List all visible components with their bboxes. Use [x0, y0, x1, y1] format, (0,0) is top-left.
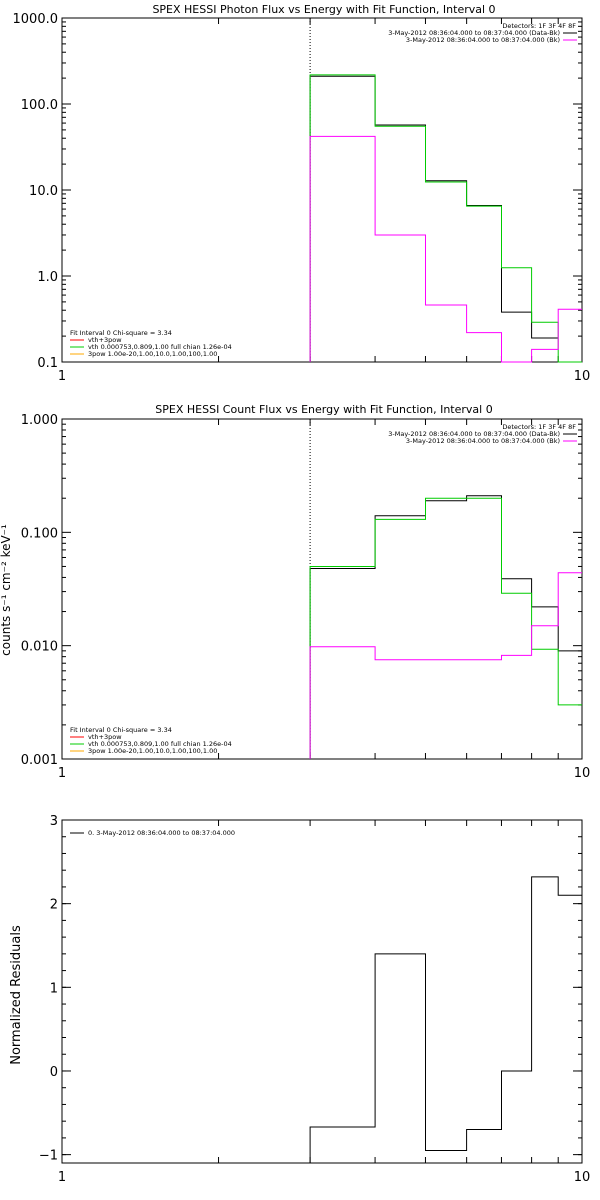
y-tick-label: 0.010: [21, 640, 58, 655]
y-tick-label: 0.001: [21, 753, 58, 768]
x-tick-label: 10: [574, 1170, 591, 1185]
y-tick-label: 1.000: [21, 413, 58, 428]
x-tick-label: 1: [58, 369, 66, 384]
series-1-step-line: [309, 74, 582, 363]
legend-bottom-title: Fit Interval 0 Chi-square = 3.34: [70, 329, 172, 337]
count-flux-ylabel: counts s⁻¹ cm⁻² keV⁻¹: [0, 524, 13, 656]
count-flux-panel: SPEX HESSI Count Flux vs Energy with Fit…: [0, 403, 583, 760]
count-flux-plot-frame: [61, 418, 583, 760]
photon-flux-plot-frame: [61, 17, 583, 363]
y-tick-label: 0: [50, 1065, 58, 1080]
x-tick-label: 1: [58, 1170, 66, 1185]
series-2-step-line: [309, 572, 582, 759]
legend-bottom-entry: 3pow 1.00e-20,1.00,10.0,1.00,100,1.00: [88, 350, 217, 358]
legend-bottom-title: Fit Interval 0 Chi-square = 3.34: [70, 726, 172, 734]
y-tick-label: 0.1: [37, 356, 58, 371]
legend-bottom-entry: vth+3pow: [88, 733, 122, 741]
legend-top-title: Detectors: 1F 3F 4F 8F: [502, 22, 576, 30]
legend-bottom-entry: vth 0.000753,0.809,1.00 full chian 1.26e…: [88, 343, 232, 351]
legend-bottom-entry: vth 0.000753,0.809,1.00 full chian 1.26e…: [88, 740, 232, 748]
y-tick-label: 10.0: [29, 184, 58, 199]
y-tick-label: 100.0: [21, 98, 58, 113]
legend-top-entry: 3-May-2012 08:36:04.000 to 08:37:04.000 …: [388, 430, 560, 438]
y-tick-label: 2: [50, 898, 58, 913]
series-0-step-line: [309, 495, 582, 759]
series-1-step-line: [309, 497, 582, 759]
series-0-step-line: [309, 876, 582, 1163]
series-0-step-line: [309, 75, 559, 362]
y-tick-label: 1: [50, 981, 58, 996]
legend-top-entry: 3-May-2012 08:36:04.000 to 08:37:04.000 …: [388, 29, 560, 37]
legend-top-entry: 3-May-2012 08:36:04.000 to 08:37:04.000 …: [406, 36, 560, 44]
count-flux-chart-content: 0.001 0.010 0.100 1.000 1 10 Detectors: 1F 3F …: [21, 413, 590, 781]
x-tick-label: 10: [574, 369, 591, 384]
y-tick-label: 1.0: [37, 270, 58, 285]
residuals-panel: Normalized Residuals: [9, 819, 583, 1164]
legend-top-entry: 0. 3-May-2012 08:36:04.000 to 08:37:04.0…: [88, 829, 235, 837]
legend-bottom-entry: 3pow 1.00e-20,1.00,10.0,1.00,100,1.00: [88, 747, 217, 755]
residuals-plot-frame: [61, 819, 583, 1164]
residuals-chart-content: −1 0 1 2 3 1 10 0. 3-May-2012 08:36:04.000 to 0…: [39, 814, 590, 1185]
photon-flux-title: SPEX HESSI Photon Flux vs Energy with Fi…: [152, 3, 495, 16]
legend-top-entry: 3-May-2012 08:36:04.000 to 08:37:04.000 …: [406, 437, 560, 445]
legend-bottom-entry: vth+3pow: [88, 336, 122, 344]
y-tick-label: 1000.0: [13, 12, 59, 27]
legend-top-title: Detectors: 1F 3F 4F 8F: [502, 423, 576, 431]
photon-flux-chart-content: 0.1 1.0 10.0 100.0 1000.0 1 10 Detectors: 1F 3F…: [13, 12, 591, 384]
photon-flux-panel: SPEX HESSI Photon Flux vs Energy with Fi…: [61, 3, 583, 363]
x-tick-label: 1: [58, 766, 66, 781]
x-tick-label: 10: [574, 766, 591, 781]
residuals-ylabel: Normalized Residuals: [9, 925, 24, 1065]
count-flux-title: SPEX HESSI Count Flux vs Energy with Fit…: [155, 403, 492, 416]
series-2-step-line: [309, 135, 582, 363]
y-tick-label: 3: [50, 814, 58, 829]
y-tick-label: 0.100: [21, 526, 58, 541]
y-tick-label: −1: [39, 1149, 58, 1164]
